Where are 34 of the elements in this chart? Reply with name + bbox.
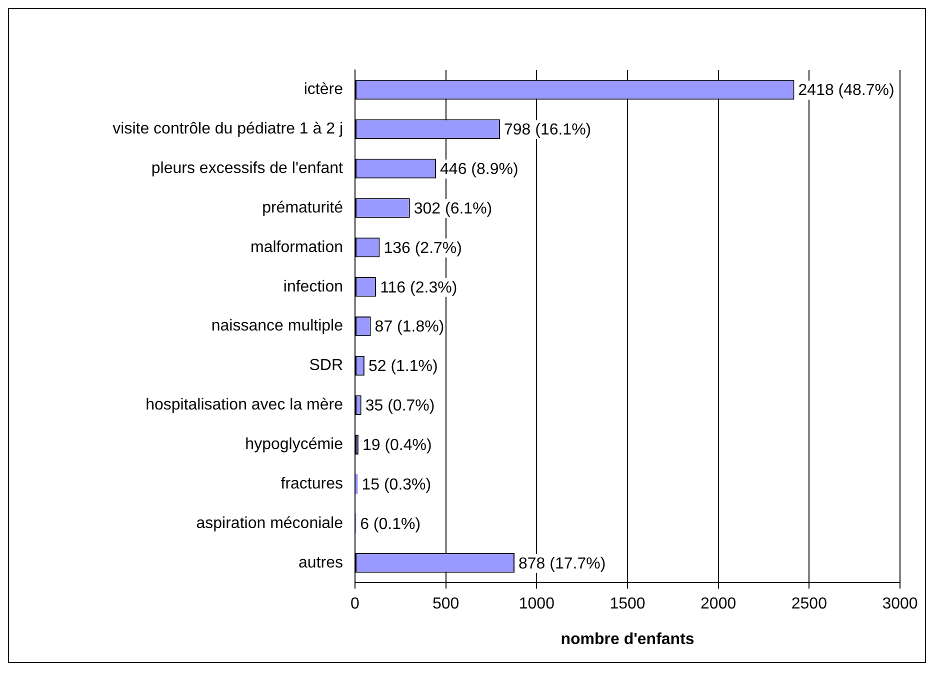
data-label: 52 (1.1%) (368, 358, 438, 376)
data-label: 446 (8.9%) (440, 160, 518, 178)
data-label: 878 (17.7%) (518, 555, 606, 572)
y-tick-label: SDR (309, 357, 343, 374)
x-tick-label: 1000 (518, 596, 555, 613)
y-tick-label: visite contrôle du pédiatre 1 à 2 j (112, 120, 343, 138)
y-tick-label: infection (283, 278, 343, 296)
x-tick-label: 1500 (610, 596, 646, 613)
x-tick-label: 2500 (791, 596, 828, 613)
data-label: 15 (0.3%) (362, 476, 432, 494)
x-tick-label: 2000 (700, 596, 736, 613)
y-tick-label: prématurité (262, 199, 344, 216)
data-label: 798 (16.1%) (504, 122, 592, 139)
data-label: 35 (0.7%) (365, 398, 435, 415)
y-tick-label: fractures (280, 475, 343, 492)
data-label: 6 (0.1%) (360, 516, 421, 533)
y-tick-label: hypoglycémie (245, 436, 344, 453)
x-tick-label: 0 (350, 596, 360, 613)
data-label: 87 (1.8%) (374, 318, 444, 336)
data-label: 302 (6.1%) (414, 200, 492, 218)
y-tick-label: malformation (250, 238, 343, 256)
y-tick-label: autres (298, 554, 343, 572)
y-tick-label: aspiration méconiale (196, 514, 344, 532)
x-axis-title: nombre d'enfants (560, 630, 694, 648)
x-tick-label: 3000 (882, 596, 918, 613)
data-label: 2418 (48.7%) (798, 82, 894, 100)
x-tick-label: 500 (432, 596, 460, 613)
data-label: 136 (2.7%) (384, 240, 462, 257)
data-label: 19 (0.4%) (362, 437, 432, 454)
y-tick-label: hospitalisation avec la mère (146, 396, 344, 414)
y-tick-label: pleurs excessifs de l'enfant (151, 160, 344, 177)
data-label: 116 (2.3%) (380, 279, 458, 296)
y-tick-label: ictère (304, 81, 344, 98)
y-tick-label: naissance multiple (211, 318, 344, 335)
